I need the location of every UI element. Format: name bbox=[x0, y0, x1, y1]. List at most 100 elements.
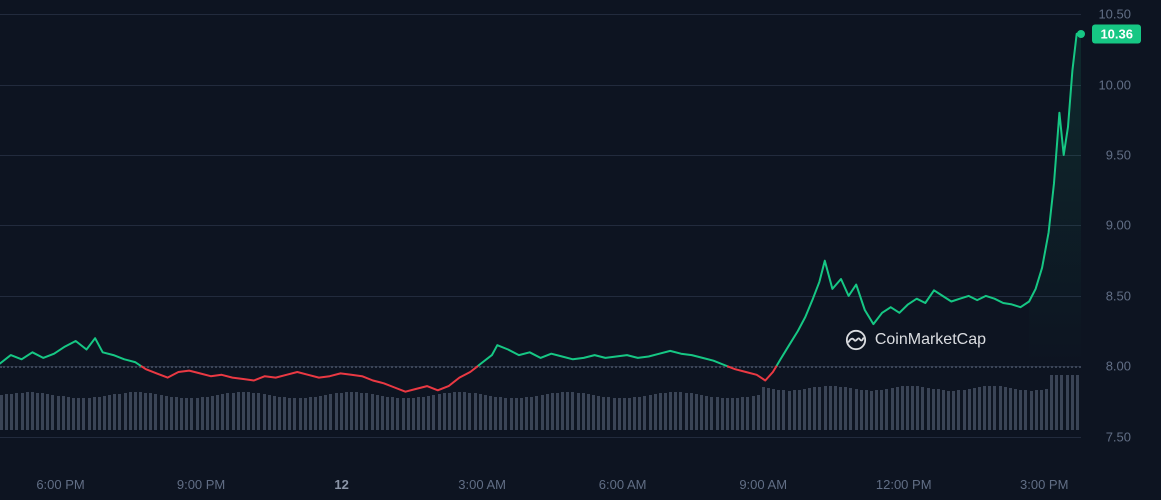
volume-bar bbox=[855, 389, 858, 430]
volume-bar bbox=[263, 394, 266, 430]
volume-bar bbox=[345, 392, 348, 430]
volume-bar bbox=[587, 394, 590, 430]
x-tick-label: 9:00 AM bbox=[739, 477, 787, 492]
volume-bar bbox=[1035, 390, 1038, 430]
x-tick-label: 3:00 PM bbox=[1020, 477, 1068, 492]
volume-bar bbox=[1076, 375, 1079, 430]
volume-bar bbox=[268, 395, 271, 430]
volume-bar bbox=[98, 397, 101, 430]
price-chart[interactable]: CoinMarketCap 10.36 7.508.008.509.009.50… bbox=[0, 0, 1161, 500]
volume-bar bbox=[283, 397, 286, 430]
volume-bar bbox=[304, 398, 307, 430]
volume-bar bbox=[782, 390, 785, 430]
volume-bar bbox=[1040, 390, 1043, 430]
y-tick-label: 8.00 bbox=[1106, 359, 1131, 374]
volume-bar bbox=[762, 387, 765, 430]
volume-bar bbox=[1009, 388, 1012, 430]
volume-bar bbox=[196, 398, 199, 430]
volume-bar bbox=[5, 394, 8, 430]
y-tick-label: 8.50 bbox=[1106, 288, 1131, 303]
volume-bar bbox=[129, 392, 132, 430]
volume-bar bbox=[834, 386, 837, 430]
x-axis: 6:00 PM9:00 PM123:00 AM6:00 AM9:00 AM12:… bbox=[0, 465, 1081, 500]
volume-bar bbox=[623, 398, 626, 430]
volume-bar bbox=[355, 392, 358, 430]
volume-bar bbox=[46, 394, 49, 430]
volume-bar bbox=[216, 395, 219, 430]
volume-bar bbox=[407, 398, 410, 430]
volume-bar bbox=[952, 391, 955, 430]
chart-plot-area[interactable]: CoinMarketCap bbox=[0, 0, 1081, 465]
volume-bar bbox=[942, 390, 945, 430]
volume-bar bbox=[350, 392, 353, 430]
y-tick-label: 9.00 bbox=[1106, 218, 1131, 233]
volume-bar bbox=[1066, 375, 1069, 430]
volume-bar bbox=[185, 398, 188, 430]
volume-bar bbox=[165, 396, 168, 430]
volume-bar bbox=[1019, 390, 1022, 430]
volume-bar bbox=[659, 393, 662, 430]
volume-bar bbox=[607, 397, 610, 430]
volume-bar bbox=[921, 387, 924, 430]
volume-bar bbox=[36, 393, 39, 430]
volume-bar bbox=[463, 392, 466, 430]
volume-bar bbox=[221, 394, 224, 430]
volume-bar bbox=[767, 388, 770, 430]
volume-bar bbox=[1060, 375, 1063, 430]
volume-bar bbox=[674, 392, 677, 430]
volume-bar bbox=[293, 398, 296, 430]
volume-bar bbox=[880, 390, 883, 430]
volume-bar bbox=[705, 396, 708, 430]
volume-bar bbox=[752, 396, 755, 430]
volume-bar bbox=[932, 389, 935, 430]
volume-bar bbox=[1045, 389, 1048, 430]
volume-bar bbox=[546, 394, 549, 430]
volume-bar bbox=[788, 391, 791, 430]
volume-bars bbox=[0, 372, 1081, 430]
watermark-text: CoinMarketCap bbox=[875, 331, 986, 349]
volume-bar bbox=[695, 394, 698, 430]
volume-bar bbox=[968, 389, 971, 430]
volume-bar bbox=[1030, 391, 1033, 430]
volume-bar bbox=[520, 398, 523, 430]
volume-bar bbox=[633, 397, 636, 430]
volume-bar bbox=[988, 386, 991, 430]
volume-bar bbox=[654, 394, 657, 430]
volume-bar bbox=[993, 386, 996, 430]
volume-bar bbox=[1071, 375, 1074, 430]
volume-bar bbox=[829, 386, 832, 430]
volume-bar bbox=[736, 398, 739, 430]
volume-bar bbox=[340, 393, 343, 430]
volume-bar bbox=[561, 392, 564, 430]
volume-bar bbox=[103, 396, 106, 430]
volume-bar bbox=[93, 397, 96, 430]
volume-bar bbox=[535, 396, 538, 430]
volume-bar bbox=[206, 397, 209, 430]
volume-bar bbox=[257, 393, 260, 430]
volume-bar bbox=[530, 397, 533, 430]
volume-bar bbox=[643, 396, 646, 430]
volume-bar bbox=[556, 393, 559, 430]
coinmarketcap-logo-icon bbox=[845, 329, 867, 351]
volume-bar bbox=[777, 390, 780, 430]
y-tick-label: 10.00 bbox=[1098, 77, 1131, 92]
volume-bar bbox=[592, 395, 595, 430]
volume-bar bbox=[180, 398, 183, 430]
volume-bar bbox=[571, 392, 574, 430]
volume-bar bbox=[489, 396, 492, 430]
volume-bar bbox=[906, 386, 909, 430]
volume-bar bbox=[309, 397, 312, 430]
volume-bar bbox=[237, 392, 240, 430]
volume-bar bbox=[891, 388, 894, 430]
volume-bar bbox=[963, 390, 966, 430]
current-price-badge: 10.36 bbox=[1092, 24, 1141, 43]
volume-bar bbox=[582, 393, 585, 430]
volume-bar bbox=[577, 393, 580, 430]
volume-bar bbox=[381, 396, 384, 430]
volume-bar bbox=[566, 392, 569, 430]
x-tick-label: 3:00 AM bbox=[458, 477, 506, 492]
volume-bar bbox=[458, 392, 461, 430]
volume-bar bbox=[551, 393, 554, 430]
volume-bar bbox=[432, 395, 435, 430]
y-tick-label: 9.50 bbox=[1106, 148, 1131, 163]
